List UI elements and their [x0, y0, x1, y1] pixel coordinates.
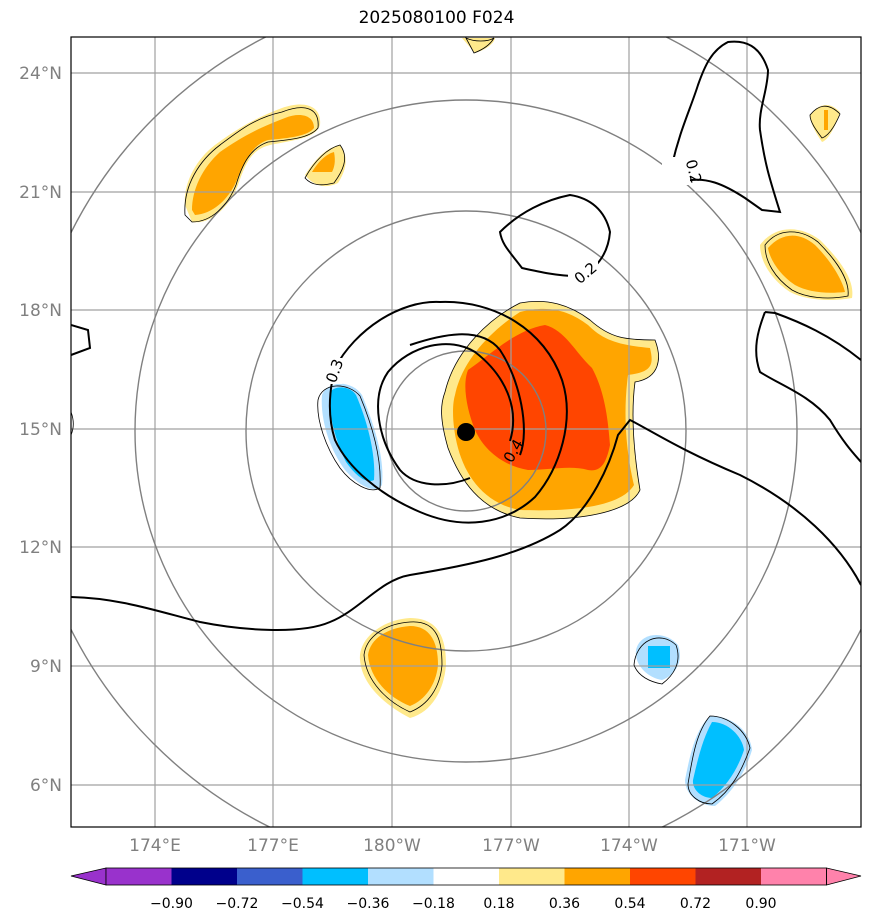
range-rings: [71, 37, 861, 827]
colorbar-extend-min: [70, 867, 107, 886]
lat-label: 6°N: [30, 776, 62, 796]
lat-label: 21°N: [19, 183, 62, 203]
longitude-labels: 174°E 177°E 180°W 177°W 174°W 171°W: [129, 836, 776, 856]
shaded-field-main: [441, 301, 659, 519]
lat-label: 15°N: [19, 420, 62, 440]
lat-label: 9°N: [30, 657, 62, 677]
lon-label: 177°W: [482, 836, 540, 856]
colorbar-segment: [761, 868, 827, 885]
latitude-labels: 24°N 21°N 18°N 15°N 12°N 9°N 6°N: [19, 64, 62, 796]
lon-label: 180°W: [363, 836, 421, 856]
colorbar-segment: [237, 868, 303, 885]
colorbar-label: 0.54: [614, 896, 645, 912]
colorbar-segment: [433, 868, 499, 885]
colorbar-segment: [499, 868, 565, 885]
colorbar-label: 0.18: [483, 896, 514, 912]
colorbar-extend-max: [826, 867, 862, 886]
lon-label: 171°W: [718, 836, 776, 856]
map-area: 0.2 0.2 0.3 0.4: [71, 37, 861, 827]
graticule: [71, 37, 861, 827]
map-frame: [70, 36, 862, 828]
colorbar-segment: [171, 868, 237, 885]
colorbar-segment: [630, 868, 696, 885]
thin-contours: [71, 37, 849, 805]
lon-label: 174°E: [129, 836, 181, 856]
lon-label: 174°W: [600, 836, 658, 856]
colorbar-segment: [564, 868, 630, 885]
colorbar-label: −0.36: [347, 896, 390, 912]
colorbar-segment: [695, 868, 761, 885]
colorbar-label: −0.72: [216, 896, 259, 912]
chart-title: 2025080100 F024: [358, 8, 515, 28]
thick-contours: [71, 40, 861, 631]
colorbar-label: 0.72: [680, 896, 711, 912]
colorbar-label: −0.18: [412, 896, 455, 912]
shaded-field-nw: [184, 104, 346, 223]
colorbar-label: 0.90: [745, 896, 776, 912]
shaded-field-blue: [321, 383, 752, 806]
colorbar-label: 0.36: [549, 896, 580, 912]
lat-label: 18°N: [19, 301, 62, 321]
colorbar-segment: [368, 868, 434, 885]
contour-label: 0.2: [682, 158, 706, 186]
lat-label: 24°N: [19, 64, 62, 84]
storm-center-marker: [457, 423, 475, 441]
colorbar: −0.90 −0.72 −0.54 −0.36 −0.18 0.18 0.36 …: [70, 867, 862, 912]
colorbar-label: −0.90: [150, 896, 193, 912]
lon-label: 177°E: [247, 836, 299, 856]
colorbar-label: −0.54: [281, 896, 324, 912]
colorbar-segment: [302, 868, 368, 885]
lat-label: 12°N: [19, 538, 62, 558]
colorbar-segment: [106, 868, 172, 885]
